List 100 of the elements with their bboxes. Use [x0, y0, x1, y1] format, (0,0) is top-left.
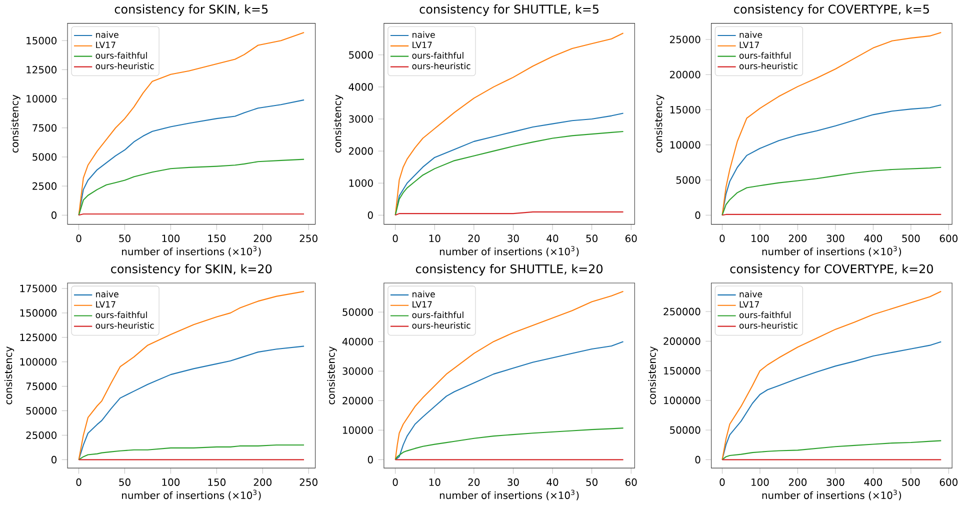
x-tick-label: 150 [208, 234, 226, 242]
x-axis-title: number of insertions (×10$^{3}$) [440, 490, 579, 500]
y-axis-title: consistency [654, 94, 664, 153]
x-tick-label: 30 [508, 234, 519, 242]
y-tick-label: 0 [695, 456, 700, 464]
legend-label: ours-faithful [96, 312, 147, 318]
legend-label: naive [740, 290, 762, 298]
x-tick-label: 100 [162, 478, 180, 486]
legend-label: naive [96, 31, 118, 38]
y-tick-label: 20000 [342, 397, 373, 405]
x-tick-label: 30 [508, 478, 519, 486]
legend-label: ours-faithful [412, 52, 464, 59]
legend-label: LV17 [412, 301, 432, 308]
x-tick-label: 0 [720, 478, 725, 486]
x-tick-label: 200 [788, 234, 807, 242]
y-tick-label: 3000 [349, 115, 373, 123]
x-tick-label: 100 [162, 234, 180, 242]
y-axis-title: consistency [327, 346, 337, 405]
y-tick-label: 30000 [342, 368, 373, 376]
x-tick-label: 0 [720, 234, 725, 242]
x-tick-label: 60 [625, 234, 637, 242]
x-tick-label: 0 [76, 234, 82, 242]
y-tick-label: 200000 [664, 338, 700, 346]
y-tick-label: 0 [52, 456, 56, 464]
y-tick-label: 50000 [670, 426, 700, 434]
x-tick-label: 250 [300, 478, 318, 486]
y-tick-label: 15000 [670, 106, 700, 114]
legend-label: ours-faithful [739, 52, 791, 59]
line-series [78, 346, 305, 460]
x-tick-label: 10 [429, 478, 440, 486]
legend-label: naive [96, 290, 118, 298]
y-tick-label: 50000 [26, 407, 56, 415]
x-tick-label: 600 [940, 478, 958, 486]
line-series [722, 32, 942, 216]
x-tick-label: 400 [864, 234, 882, 242]
x-tick-label: 600 [940, 234, 958, 242]
y-tick-label: 15000 [26, 37, 56, 45]
y-tick-label: 100000 [20, 358, 56, 366]
legend-label: LV17 [740, 42, 759, 48]
y-tick-label: 0 [52, 212, 56, 220]
legend-label: ours-heuristic [412, 62, 470, 70]
x-tick-label: 10 [429, 234, 440, 242]
legend-label: LV17 [96, 42, 116, 48]
x-tick-label: 50 [119, 478, 130, 486]
y-tick-label: 150000 [664, 367, 700, 375]
legend-label: ours-heuristic [96, 62, 154, 70]
y-tick-label: 2000 [348, 147, 373, 155]
legend-label: ours-heuristic [739, 62, 798, 70]
x-axis-title: number of insertions (×10$^{3}$) [122, 490, 261, 500]
chart-title: consistency for SHUTTLE, k=5 [420, 4, 598, 16]
line-series [722, 341, 942, 460]
x-tick-label: 100 [752, 234, 769, 242]
x-tick-label: 200 [254, 234, 272, 242]
line-series [394, 32, 624, 216]
y-tick-label: 25000 [26, 432, 56, 440]
x-tick-label: 40 [546, 234, 558, 242]
y-tick-label: 50000 [342, 308, 373, 316]
x-tick-label: 20 [468, 234, 480, 242]
legend-label: LV17 [740, 301, 759, 308]
y-tick-label: 0 [368, 212, 373, 220]
legend-label: ours-faithful [412, 312, 464, 318]
x-tick-label: 60 [625, 478, 637, 486]
x-tick-label: 50 [586, 234, 598, 242]
y-tick-label: 1000 [349, 180, 373, 188]
y-tick-label: 2500 [32, 182, 56, 190]
y-axis-title: consistency [10, 94, 20, 153]
x-tick-label: 50 [119, 234, 130, 242]
y-tick-label: 4000 [348, 83, 373, 91]
x-tick-label: 100 [752, 478, 769, 486]
y-tick-label: 7500 [32, 124, 56, 132]
y-tick-label: 12500 [26, 66, 56, 74]
x-axis-title: number of insertions (×10$^{3}$) [122, 246, 261, 257]
x-tick-label: 150 [208, 478, 226, 486]
x-tick-label: 0 [392, 234, 398, 242]
y-tick-label: 5000 [349, 51, 373, 59]
x-tick-label: 500 [902, 478, 920, 486]
y-tick-label: 125000 [20, 334, 56, 342]
chart-title: consistency for COVERTYPE, k=20 [730, 264, 933, 276]
chart-title: consistency for SKIN, k=5 [114, 4, 268, 16]
x-axis-title: number of insertions (×10$^{3}$) [762, 246, 902, 257]
legend-label: LV17 [96, 301, 116, 308]
line-series [78, 291, 305, 460]
y-tick-label: 10000 [343, 426, 373, 434]
legend-label: ours-heuristic [96, 322, 154, 329]
legend-label: LV17 [412, 42, 432, 48]
line-series [78, 32, 305, 216]
y-tick-label: 175000 [20, 284, 56, 292]
y-tick-label: 250000 [664, 308, 700, 316]
legend-label: naive [740, 31, 762, 38]
y-tick-label: 100000 [664, 396, 700, 404]
y-tick-label: 75000 [26, 382, 56, 390]
chart-title: consistency for SHUTTLE, k=20 [416, 264, 603, 276]
x-tick-label: 400 [864, 478, 882, 486]
y-tick-label: 10000 [670, 141, 700, 149]
line-series [78, 444, 305, 460]
line-series [394, 291, 624, 460]
x-axis-title: number of insertions (×10$^{3}$) [440, 246, 579, 257]
x-tick-label: 50 [586, 478, 598, 486]
x-tick-label: 200 [254, 478, 272, 486]
y-tick-label: 0 [368, 456, 373, 464]
